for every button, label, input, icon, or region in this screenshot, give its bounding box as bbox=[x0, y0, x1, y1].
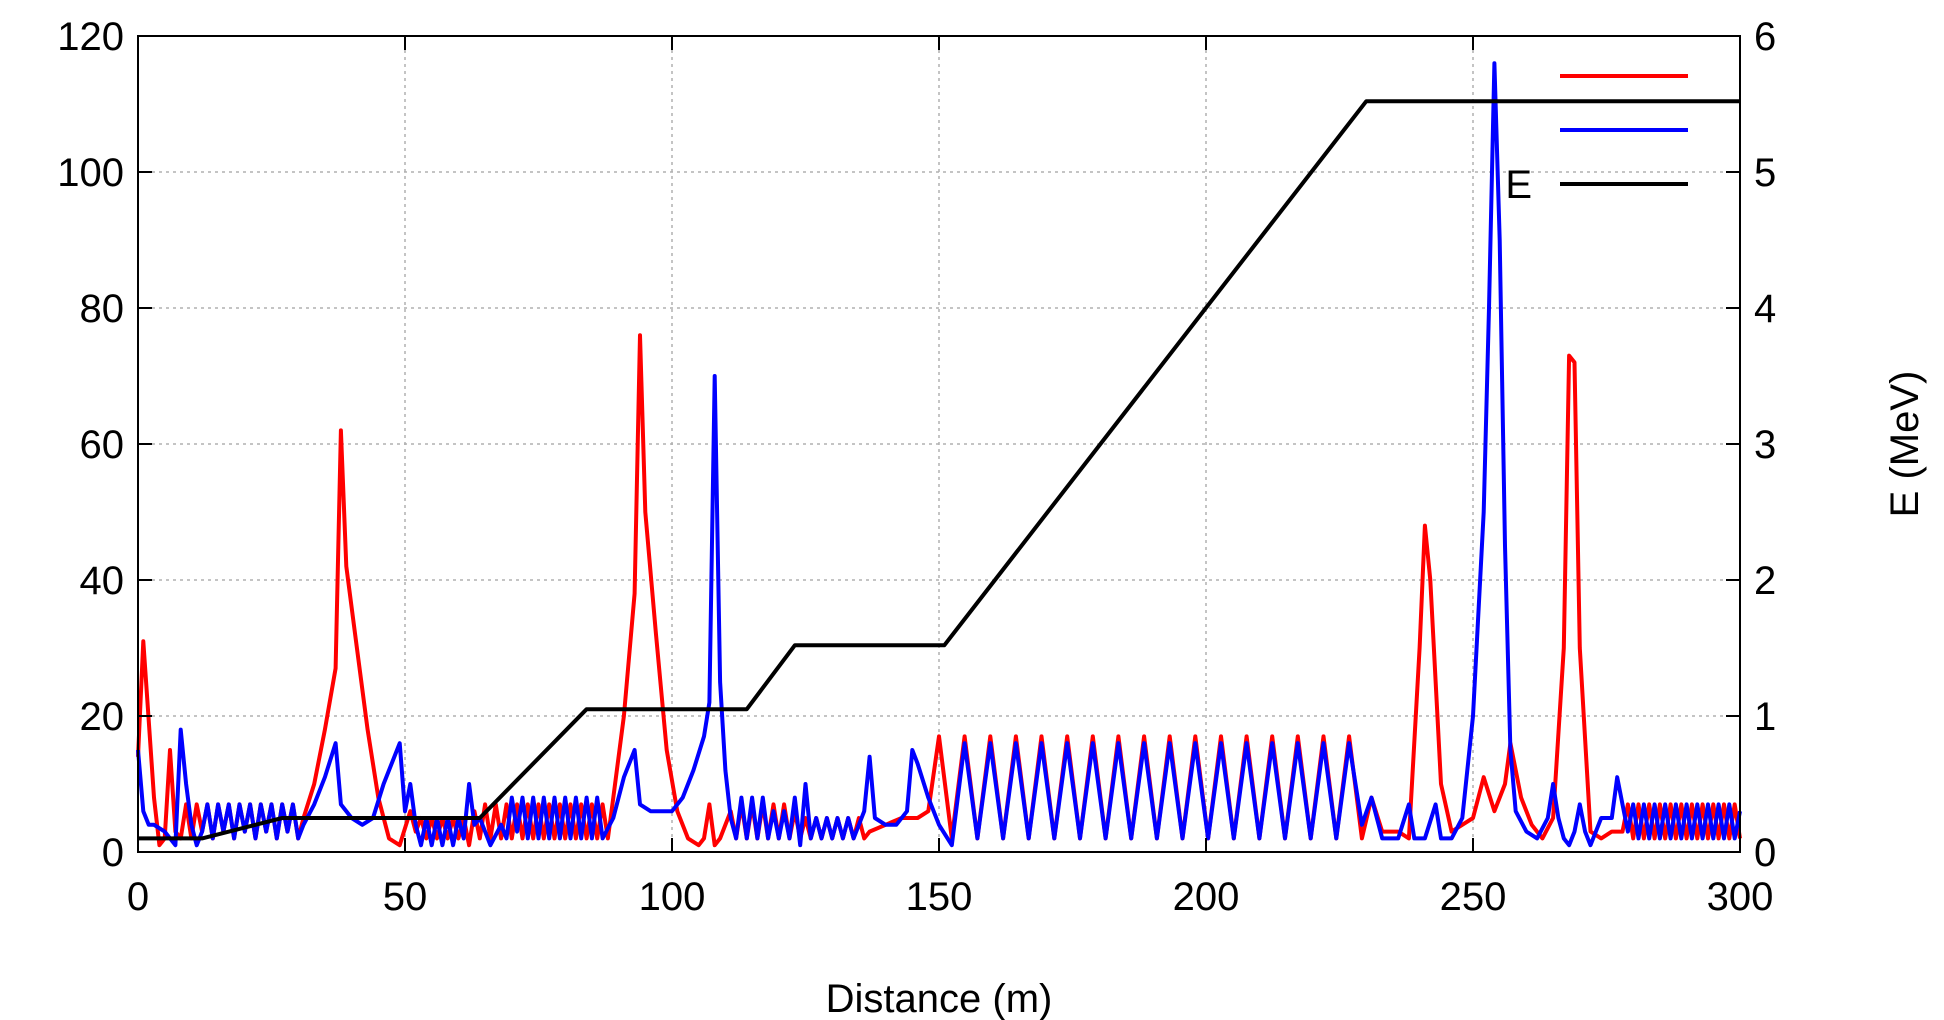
y-tick-label-2: 40 bbox=[80, 559, 125, 603]
y-tick-label-3: 60 bbox=[80, 423, 125, 467]
x-tick-label-6: 300 bbox=[1707, 875, 1774, 919]
legend-label-black: E bbox=[1505, 163, 1532, 207]
y2-tick-label-0: 0 bbox=[1754, 831, 1776, 875]
y2-tick-label-6: 6 bbox=[1754, 15, 1776, 59]
y-tick-label-4: 80 bbox=[80, 287, 125, 331]
grid-layer bbox=[138, 36, 1740, 852]
y2-tick-label-5: 5 bbox=[1754, 151, 1776, 195]
y2-tick-label-1: 1 bbox=[1754, 695, 1776, 739]
series-line-black bbox=[138, 99, 1740, 841]
x-tick-label-2: 100 bbox=[639, 875, 706, 919]
series-line-blue bbox=[136, 61, 1742, 848]
x-tick-label-1: 50 bbox=[383, 875, 428, 919]
y-tick-label-5: 100 bbox=[57, 151, 124, 195]
y-tick-label-6: 120 bbox=[57, 15, 124, 59]
y2-tick-label-4: 4 bbox=[1754, 287, 1776, 331]
x-tick-label-3: 150 bbox=[906, 875, 973, 919]
x-tick-label-5: 250 bbox=[1440, 875, 1507, 919]
y-tick-label-1: 20 bbox=[80, 695, 125, 739]
series-line-red bbox=[136, 333, 1742, 848]
x-axis-title: Distance (m) bbox=[826, 977, 1053, 1020]
legend: E bbox=[1505, 74, 1688, 207]
y2-tick-label-2: 2 bbox=[1754, 559, 1776, 603]
y2-axis-title: E (MeV) bbox=[1883, 371, 1927, 518]
series-layer bbox=[136, 61, 1742, 848]
y-tick-label-0: 0 bbox=[102, 831, 124, 875]
y2-tick-label-3: 3 bbox=[1754, 423, 1776, 467]
x-tick-label-0: 0 bbox=[127, 875, 149, 919]
x-tick-label-4: 200 bbox=[1173, 875, 1240, 919]
